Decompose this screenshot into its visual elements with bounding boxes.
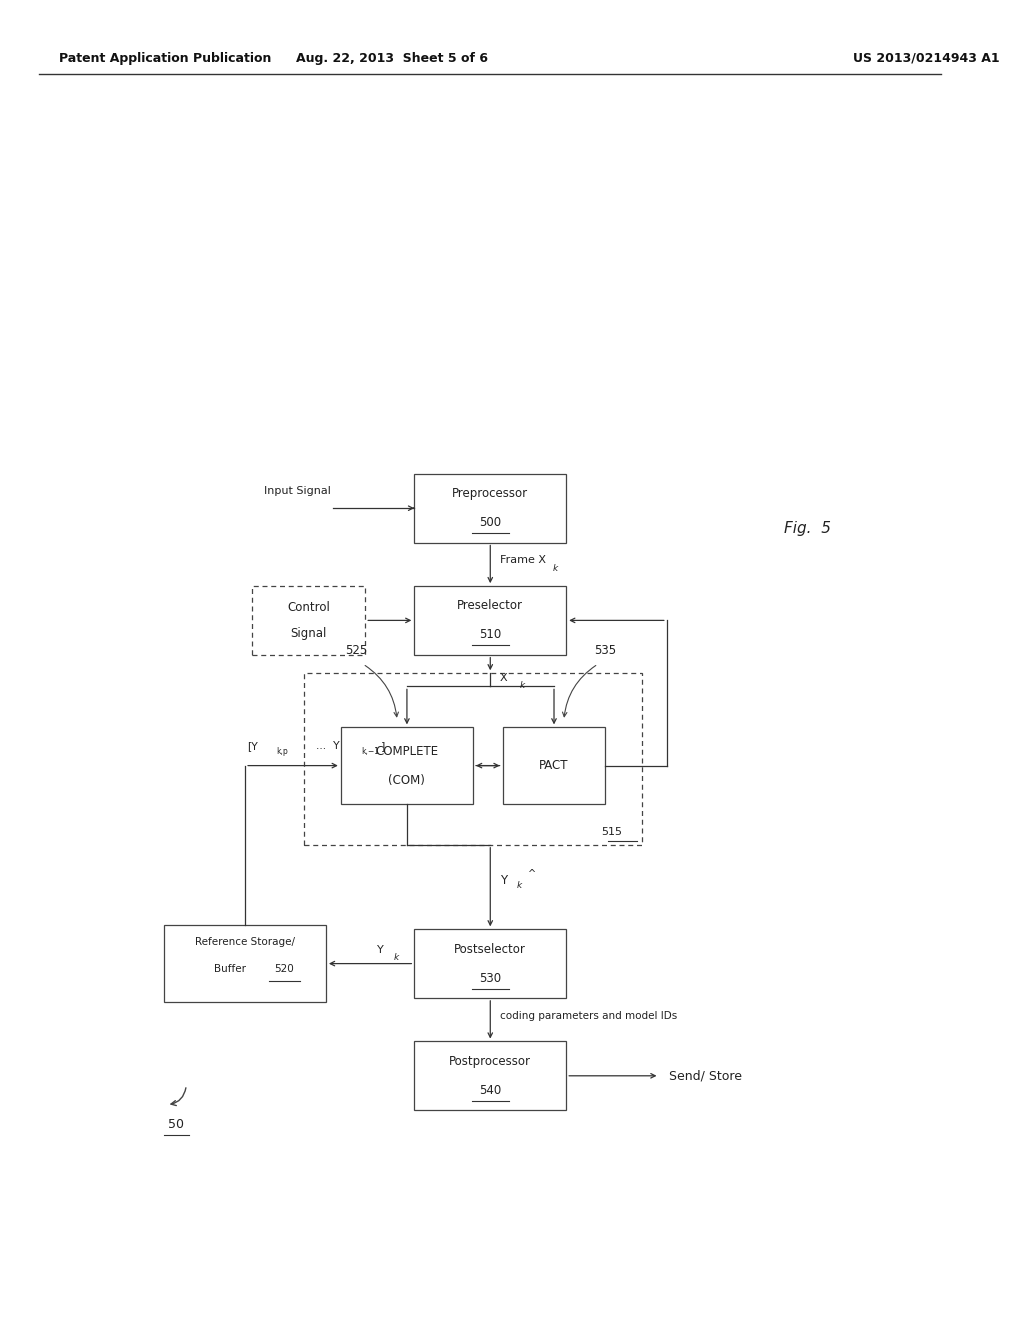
Bar [253,586,366,655]
Text: Y: Y [500,874,507,887]
Text: 540: 540 [479,1084,502,1097]
Bar [415,474,566,543]
Text: 535: 535 [594,644,616,657]
Text: 520: 520 [274,964,294,974]
Text: Control: Control [288,601,331,614]
Bar [415,1041,566,1110]
Bar [415,586,566,655]
Bar [304,673,642,845]
Text: Fig.  5: Fig. 5 [784,520,831,536]
Text: [Y: [Y [247,741,258,751]
Bar [415,929,566,998]
Text: k,p: k,p [276,747,289,755]
Text: Signal: Signal [291,627,327,640]
Text: ...  Y: ... Y [309,741,340,751]
Text: k: k [394,953,399,961]
Bar [503,727,605,804]
Text: k: k [553,564,558,573]
Text: 500: 500 [479,516,502,529]
Text: Send/ Store: Send/ Store [670,1069,742,1082]
Text: Preselector: Preselector [458,599,523,612]
Text: Postprocessor: Postprocessor [450,1055,531,1068]
Text: Postselector: Postselector [455,942,526,956]
Text: Y: Y [377,945,383,956]
Text: ]: ] [381,741,385,751]
Text: coding parameters and model IDs: coding parameters and model IDs [500,1011,677,1020]
Text: COMPLETE: COMPLETE [376,744,438,758]
Text: Frame X: Frame X [500,556,546,565]
Text: ^: ^ [527,869,536,879]
Text: Aug. 22, 2013  Sheet 5 of 6: Aug. 22, 2013 Sheet 5 of 6 [296,51,488,65]
Text: k: k [520,681,525,689]
Bar [164,925,326,1002]
Text: k: k [517,882,522,890]
Text: k,−1: k,−1 [360,747,379,755]
Text: 530: 530 [479,972,502,985]
Text: Input Signal: Input Signal [263,486,331,496]
Text: 510: 510 [479,628,502,642]
Text: Preprocessor: Preprocessor [453,487,528,500]
Text: PACT: PACT [540,759,568,772]
Text: 525: 525 [345,644,367,657]
Text: 515: 515 [602,826,623,837]
Bar [341,727,473,804]
Text: Patent Application Publication: Patent Application Publication [58,51,271,65]
Text: US 2013/0214943 A1: US 2013/0214943 A1 [853,51,999,65]
Text: Reference Storage/: Reference Storage/ [196,937,295,948]
Text: 50: 50 [169,1118,184,1131]
Text: Buffer: Buffer [214,964,247,974]
Text: X: X [500,673,508,684]
Text: (COM): (COM) [388,774,425,787]
